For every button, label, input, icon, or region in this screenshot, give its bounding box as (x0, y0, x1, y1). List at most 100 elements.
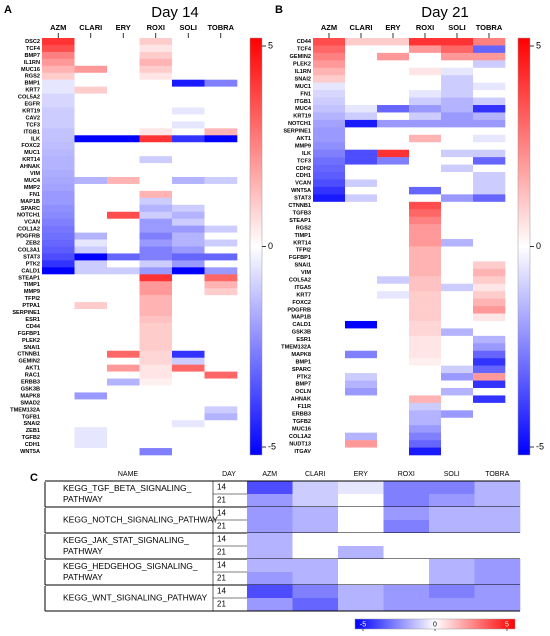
heatmap-cell (107, 44, 140, 53)
row-label: BMP1 (295, 359, 311, 365)
day-label: 14 (217, 561, 226, 570)
heatmap-cell (247, 494, 293, 508)
heatmap-cell (313, 52, 346, 61)
heatmap-cell (338, 494, 384, 508)
heatmap-cell (107, 385, 140, 393)
column-label: TOBRA (485, 471, 509, 478)
heatmap-cell (172, 190, 205, 199)
heatmap-cell (377, 164, 410, 173)
heatmap-cell (473, 373, 506, 381)
heatmap-cell (172, 448, 205, 456)
row-label: NOTCH1 (17, 213, 40, 219)
heatmap-cell (377, 313, 410, 322)
heatmap-cell (441, 112, 474, 121)
heatmap-cell (313, 142, 346, 150)
row-label: BMP1 (24, 81, 40, 87)
heatmap-cell (172, 239, 205, 247)
row-label: TCF3 (26, 122, 40, 128)
colorbar-tick-label: -5 (268, 441, 276, 451)
heatmap-cell (107, 364, 140, 372)
heatmap-cell (74, 288, 108, 296)
heatmap-cell (107, 121, 140, 129)
heatmap-cell (247, 546, 293, 560)
heatmap-cell (204, 427, 238, 435)
column-label: CLARI (350, 23, 373, 32)
heatmap-cell (313, 112, 346, 121)
heatmap-cell (409, 239, 442, 247)
heatmap-cell (42, 156, 75, 164)
heatmap-cell (42, 260, 75, 268)
heatmap-cell (107, 128, 140, 136)
heatmap-cell (409, 112, 442, 121)
heatmap-cell (313, 365, 346, 374)
column-label: ERY (354, 471, 369, 478)
heatmap-cell (313, 291, 346, 299)
heatmap-cell (383, 585, 430, 599)
row-label: IL1RN (24, 60, 40, 66)
row-label: CD44 (297, 39, 312, 45)
heatmap-cell (474, 507, 521, 521)
heatmap-cell (383, 598, 430, 612)
heatmap-cell (441, 253, 474, 262)
row-label: MUC1 (295, 84, 311, 90)
row-label: TGFB3 (293, 210, 311, 216)
row-label: MUC4 (295, 106, 312, 112)
row-label: SERPINE1 (283, 129, 311, 135)
row-label: FGFBP1 (18, 331, 40, 337)
heatmap-cell (139, 413, 173, 421)
heatmap-cell (139, 392, 173, 400)
heatmap-cell (107, 163, 140, 171)
heatmap-cell (139, 100, 173, 108)
heatmap-cell (313, 417, 346, 426)
heatmap-cell (204, 281, 238, 289)
heatmap-cell (204, 385, 238, 393)
heatmap-cell (172, 121, 205, 129)
heatmap-cell (139, 309, 173, 317)
heatmap-cell (429, 481, 475, 495)
row-label: CDH1 (25, 442, 40, 448)
heatmap-cell (345, 291, 378, 299)
heatmap-cell (441, 82, 474, 91)
heatmap-cell (42, 170, 75, 178)
heatmap-cell (292, 598, 339, 612)
heatmap-cell (172, 225, 205, 233)
panel-label: A (4, 4, 12, 16)
heatmap-cell (42, 427, 75, 435)
heatmap-cell (107, 260, 140, 268)
heatmap-cell (204, 232, 238, 240)
heatmap-cell (139, 121, 173, 129)
heatmap-cell (139, 399, 173, 407)
heatmap-cell (473, 313, 506, 322)
heatmap-cell (473, 67, 506, 76)
heatmap-cell (345, 45, 378, 54)
heatmap-cell (74, 392, 108, 400)
heatmap-cell (107, 190, 140, 199)
colorbar (249, 37, 263, 456)
heatmap-cell (377, 52, 410, 61)
heatmap-cell (473, 320, 506, 329)
row-label: F11R (298, 404, 311, 410)
heatmap-cell (441, 67, 474, 76)
heatmap-cell (204, 336, 238, 345)
pathway-name: KEGG_HEDGEHOG_SIGNALING_ (63, 561, 198, 571)
heatmap-cell (204, 72, 238, 80)
row-label: VIM (30, 171, 40, 177)
heatmap-cell (441, 134, 474, 143)
heatmap-cell (139, 302, 173, 310)
heatmap-cell (377, 283, 410, 292)
column-label: AZM (321, 23, 337, 32)
heatmap-cell (441, 395, 474, 404)
heatmap-cell (204, 434, 238, 442)
heatmap-cell (204, 420, 238, 428)
heatmap-cell (377, 358, 410, 366)
day-label: 14 (217, 587, 226, 596)
heatmap-cell (139, 163, 173, 171)
row-label: TGFB1 (22, 414, 40, 420)
heatmap-cell (409, 283, 442, 292)
heatmap-cell (345, 350, 378, 359)
heatmap-cell (139, 239, 173, 247)
heatmap-cell (377, 395, 410, 404)
row-label: EGFR (24, 102, 40, 108)
heatmap-cell (441, 157, 474, 165)
heatmap-cell (441, 268, 474, 277)
